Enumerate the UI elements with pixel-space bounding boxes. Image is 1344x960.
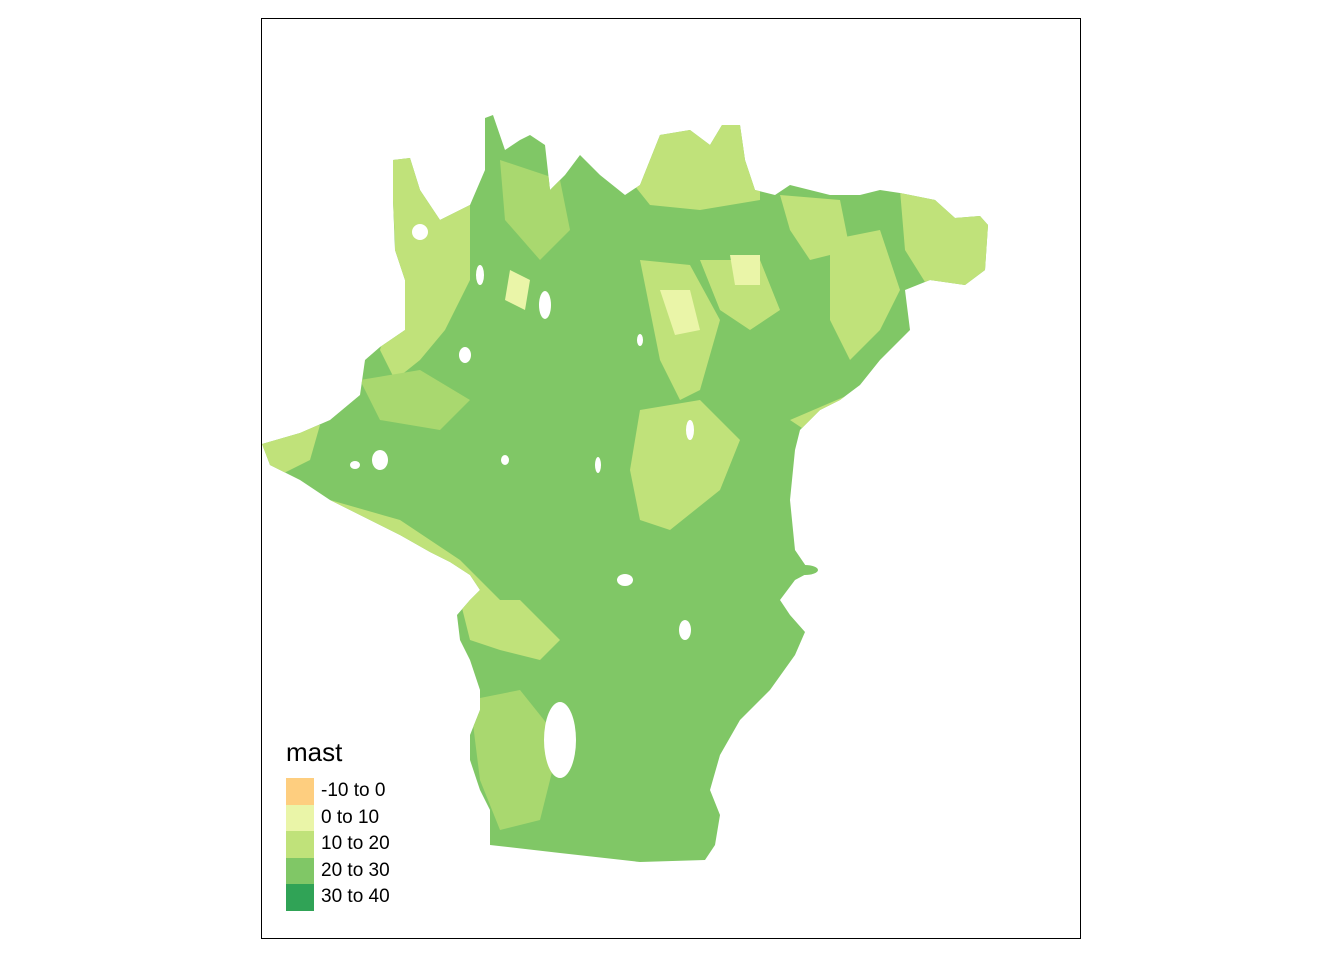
detached-piece <box>792 565 818 575</box>
gap-6 <box>617 574 633 586</box>
gap-12 <box>350 461 360 469</box>
patch-south-west <box>460 600 560 660</box>
gap-4 <box>539 291 551 319</box>
gap-8 <box>686 420 694 440</box>
legend-label: -10 to 0 <box>321 780 386 802</box>
gap-7 <box>679 620 691 640</box>
legend-item: -10 to 0 <box>286 778 390 805</box>
legend-swatch <box>286 857 314 884</box>
patch-very-light-2 <box>730 255 760 285</box>
gap-11 <box>501 455 509 465</box>
legend-label: 30 to 40 <box>321 886 390 908</box>
patch-very-light-1 <box>660 290 700 335</box>
patch-central-south <box>630 400 740 530</box>
legend-item: 30 to 40 <box>286 884 390 911</box>
legend-item: 10 to 20 <box>286 831 390 858</box>
patch-southern-strip <box>470 690 560 830</box>
patch-mid-band <box>360 370 470 430</box>
gap-10 <box>595 457 601 473</box>
gap-9 <box>412 224 428 240</box>
legend-swatch <box>286 831 314 858</box>
legend-item: 0 to 10 <box>286 804 390 831</box>
legend-label: 0 to 10 <box>321 806 380 828</box>
gap-2 <box>372 450 388 470</box>
legend-item: 20 to 30 <box>286 857 390 884</box>
legend: mast -10 to 0 0 to 10 10 to 20 20 to 30 … <box>286 736 390 911</box>
legend-label: 10 to 20 <box>321 833 390 855</box>
gap-3 <box>459 347 471 363</box>
patch-northeast-arm <box>780 195 850 260</box>
legend-title: mast <box>286 737 343 767</box>
gap-13 <box>637 334 643 346</box>
legend-swatch <box>286 778 314 805</box>
legend-label: 20 to 30 <box>321 859 390 881</box>
legend-swatch <box>286 884 314 911</box>
patch-north-east <box>630 115 760 210</box>
patch-very-light-3 <box>505 270 530 310</box>
patch-east-ridge <box>830 230 900 360</box>
legend-swatch <box>286 804 314 831</box>
gap-5 <box>476 265 484 285</box>
gap-1 <box>544 702 576 778</box>
map-patches <box>262 115 988 830</box>
